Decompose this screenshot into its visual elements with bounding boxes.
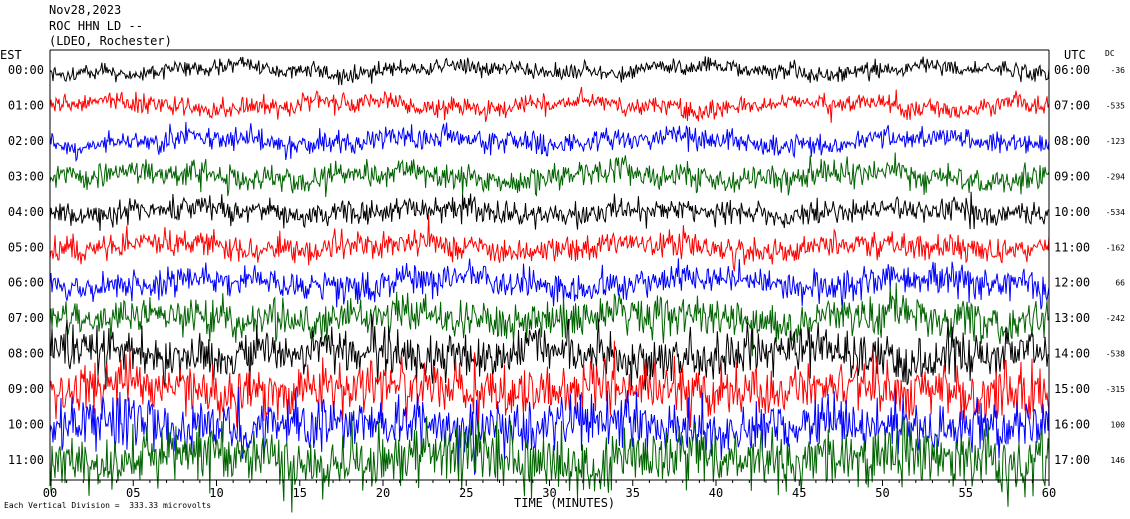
x-tick-label-20: 20 [376,486,390,500]
trace-row-0800 [49,314,1050,396]
x-axis-label: TIME (MINUTES) [514,496,616,510]
row-dc-offset-label: -538 [1106,350,1125,359]
right-timezone-label: UTC [1064,48,1086,62]
x-tick-group: 00 05 10 15 20 25 30 35 40 45 50 55 60 [43,480,1056,500]
trace-group [49,56,1050,513]
row-dc-offset-label: -534 [1106,208,1125,217]
row-dc-offset-label: -242 [1106,314,1125,323]
row-left-time-label: 02:00 [8,134,44,148]
trace-row-0000 [49,56,1050,86]
row-right-time-label: 10:00 [1054,205,1090,219]
trace-row-0300 [49,152,1050,198]
x-tick-label-10: 10 [209,486,223,500]
x-tick-label-25: 25 [459,486,473,500]
row-dc-offset-label: 66 [1115,279,1125,288]
row-left-time-label: 03:00 [8,169,44,183]
row-left-time-label: 05:00 [8,240,44,254]
row-dc-offset-label: -294 [1106,172,1125,181]
trace-row-0200 [49,121,1050,163]
dc-column-label: DC [1105,49,1115,58]
row-right-time-label: 07:00 [1054,98,1090,112]
row-left-time-label: 06:00 [8,276,44,290]
trace-row-1100 [49,412,1050,513]
row-right-time-label: 12:00 [1054,276,1090,290]
row-left-time-label: 11:00 [8,453,44,467]
row-dc-offset-label: -123 [1106,137,1125,146]
row-right-time-label: 13:00 [1054,311,1090,325]
header-date: Nov28,2023 [49,3,122,17]
row-dc-offset-label: -535 [1106,101,1125,110]
row-left-time-label: 10:00 [8,418,44,432]
row-right-time-label: 06:00 [1054,63,1090,77]
row-left-time-label: 08:00 [8,347,44,361]
row-right-time-label: 08:00 [1054,134,1090,148]
row-left-time-label: 00:00 [8,63,44,77]
left-timezone-label: EST [0,48,22,62]
row-dc-offset-label: 100 [1111,421,1126,430]
row-right-time-label: 15:00 [1054,382,1090,396]
row-dc-offset-label: 146 [1111,456,1126,465]
header-station: ROC HHN LD -- [49,19,143,33]
trace-row-0100 [49,86,1050,123]
row-label-group: 00:00 06:00 -36 01:00 07:00 -535 02:00 08:00 -12… [8,63,1125,467]
trace-row-0900 [49,340,1050,428]
x-tick-label-00: 00 [43,486,57,500]
row-dc-offset-label: -162 [1106,243,1125,252]
row-right-time-label: 16:00 [1054,418,1090,432]
row-right-time-label: 09:00 [1054,169,1090,183]
row-dc-offset-label: -315 [1106,385,1125,394]
row-right-time-label: 11:00 [1054,240,1090,254]
row-left-time-label: 09:00 [8,382,44,396]
row-left-time-label: 01:00 [8,98,44,112]
x-tick-label-45: 45 [792,486,806,500]
x-tick-label-55: 55 [959,486,973,500]
row-left-time-label: 04:00 [8,205,44,219]
x-tick-label-35: 35 [626,486,640,500]
row-left-time-label: 07:00 [8,311,44,325]
scale-footer: Each Vertical Division = 333.33 microvol… [4,501,212,510]
trace-row-1000 [49,386,1050,475]
trace-row-0400 [49,191,1050,231]
row-right-time-label: 14:00 [1054,347,1090,361]
x-tick-label-50: 50 [875,486,889,500]
x-tick-label-40: 40 [709,486,723,500]
x-tick-label-30: 30 [542,486,556,500]
trace-row-0600 [49,258,1050,311]
row-right-time-label: 17:00 [1054,453,1090,467]
x-tick-label-15: 15 [293,486,307,500]
x-tick-label-60: 60 [1042,486,1056,500]
header-network: (LDEO, Rochester) [49,34,172,48]
trace-row-0700 [49,282,1050,357]
row-dc-offset-label: -36 [1111,66,1126,75]
x-tick-label-05: 05 [126,486,140,500]
trace-row-0500 [49,214,1050,272]
